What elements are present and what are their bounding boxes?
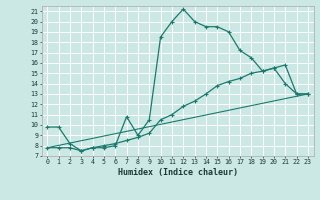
X-axis label: Humidex (Indice chaleur): Humidex (Indice chaleur) (118, 168, 237, 177)
